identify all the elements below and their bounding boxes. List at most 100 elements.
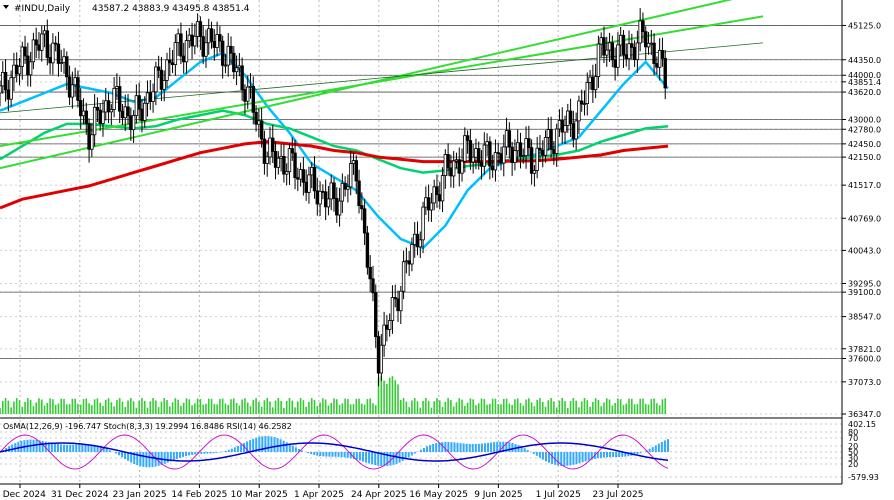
volume-bar — [338, 404, 341, 414]
volume-bar — [519, 403, 522, 414]
osma-bar — [90, 444, 93, 452]
volume-bar — [572, 398, 575, 414]
candle-body — [549, 129, 553, 150]
volume-bar — [455, 402, 458, 414]
volume-bar — [394, 380, 397, 414]
candle-body — [624, 54, 628, 60]
volume-bar — [46, 402, 49, 414]
candle-body — [418, 239, 422, 248]
candle-body — [154, 66, 158, 93]
candle-body — [201, 36, 205, 57]
volume-bar — [185, 398, 188, 414]
volume-bar — [369, 398, 371, 414]
osma-bar — [114, 452, 117, 454]
candle-body — [655, 63, 659, 68]
candle-body — [557, 120, 562, 130]
candle-body — [477, 148, 481, 163]
volume-bar — [130, 398, 132, 414]
price-label: 43620.0 — [848, 88, 881, 97]
volume-bar — [274, 400, 277, 414]
volume-bar — [533, 406, 536, 414]
osma-bar — [166, 452, 169, 463]
osma-bar — [258, 436, 261, 452]
candle-body — [9, 77, 13, 100]
candle-body — [14, 64, 19, 75]
osma-bar — [227, 449, 230, 452]
candle-body — [593, 76, 598, 91]
time-label: 23 Jul 2025 — [593, 490, 644, 500]
volume-bar — [402, 398, 405, 414]
osma-bar — [535, 452, 538, 456]
candle-body — [518, 142, 523, 157]
volume-bar — [502, 398, 505, 414]
volume-bar — [157, 407, 160, 414]
volume-bar — [489, 403, 491, 414]
candle-body — [248, 85, 253, 88]
osma-bar — [334, 452, 337, 457]
price-label: 40769.0 — [848, 214, 881, 223]
volume-bar — [333, 398, 335, 414]
candle-body — [254, 111, 258, 125]
volume-bar — [589, 406, 591, 414]
volume-bar — [171, 402, 174, 414]
osma-bar — [285, 442, 288, 452]
price-label: 45125.0 — [848, 21, 881, 30]
candle-body — [507, 130, 512, 148]
candle-body — [340, 182, 345, 202]
volume-bar — [135, 407, 138, 414]
candle-body — [76, 77, 80, 101]
time-label: 31 Dec 2024 — [51, 490, 109, 500]
candle-body — [145, 92, 150, 104]
volume-bar — [433, 401, 435, 414]
candle-body — [23, 46, 27, 57]
price-label: 39100.0 — [848, 288, 881, 297]
volume-bar — [656, 403, 658, 414]
volume-bar — [377, 377, 380, 414]
osma-bar — [569, 452, 572, 466]
volume-bar — [319, 402, 321, 414]
candle-body — [40, 33, 44, 51]
time-label: 1 Jul 2025 — [536, 490, 581, 500]
candle-body — [613, 59, 617, 68]
volume-bar — [636, 404, 639, 414]
volume-bar — [54, 404, 57, 414]
osma-bar — [325, 452, 328, 457]
time-label: 16 May 2025 — [409, 490, 468, 500]
time-label: 24 Apr 2025 — [351, 490, 407, 500]
candle-body — [410, 244, 414, 265]
osma-bar — [578, 452, 581, 464]
candle-body — [112, 87, 116, 110]
candle-body — [554, 128, 559, 154]
volume-bar — [650, 399, 653, 414]
osma-bar — [236, 445, 239, 452]
osma-bar — [371, 452, 374, 465]
dropdown-arrow-icon[interactable] — [3, 5, 9, 9]
volume-bar — [180, 405, 182, 414]
volume-bar — [249, 406, 252, 414]
candle-body — [440, 175, 445, 202]
candle-body — [34, 39, 38, 46]
volume-bar — [88, 403, 90, 414]
price-label: 38547.0 — [848, 313, 881, 322]
candle-body — [59, 62, 63, 65]
osma-bar — [87, 444, 90, 452]
candle-body — [257, 120, 261, 125]
volume-bar — [210, 398, 213, 414]
candle-body — [104, 100, 108, 113]
candle-body — [446, 154, 450, 169]
osma-bar — [136, 452, 139, 466]
volume-bar — [221, 398, 224, 414]
candle-body — [181, 55, 186, 63]
osma-bar — [413, 452, 416, 454]
candle-body — [415, 233, 420, 248]
candle-body — [6, 89, 11, 100]
candle-body — [159, 69, 164, 90]
volume-bar — [322, 398, 324, 414]
osma-bar — [121, 452, 124, 458]
osma-bar — [276, 438, 279, 452]
volume-bar — [441, 407, 444, 414]
osma-bar — [419, 449, 422, 452]
candle-body — [170, 62, 175, 65]
candle-body — [532, 169, 537, 174]
